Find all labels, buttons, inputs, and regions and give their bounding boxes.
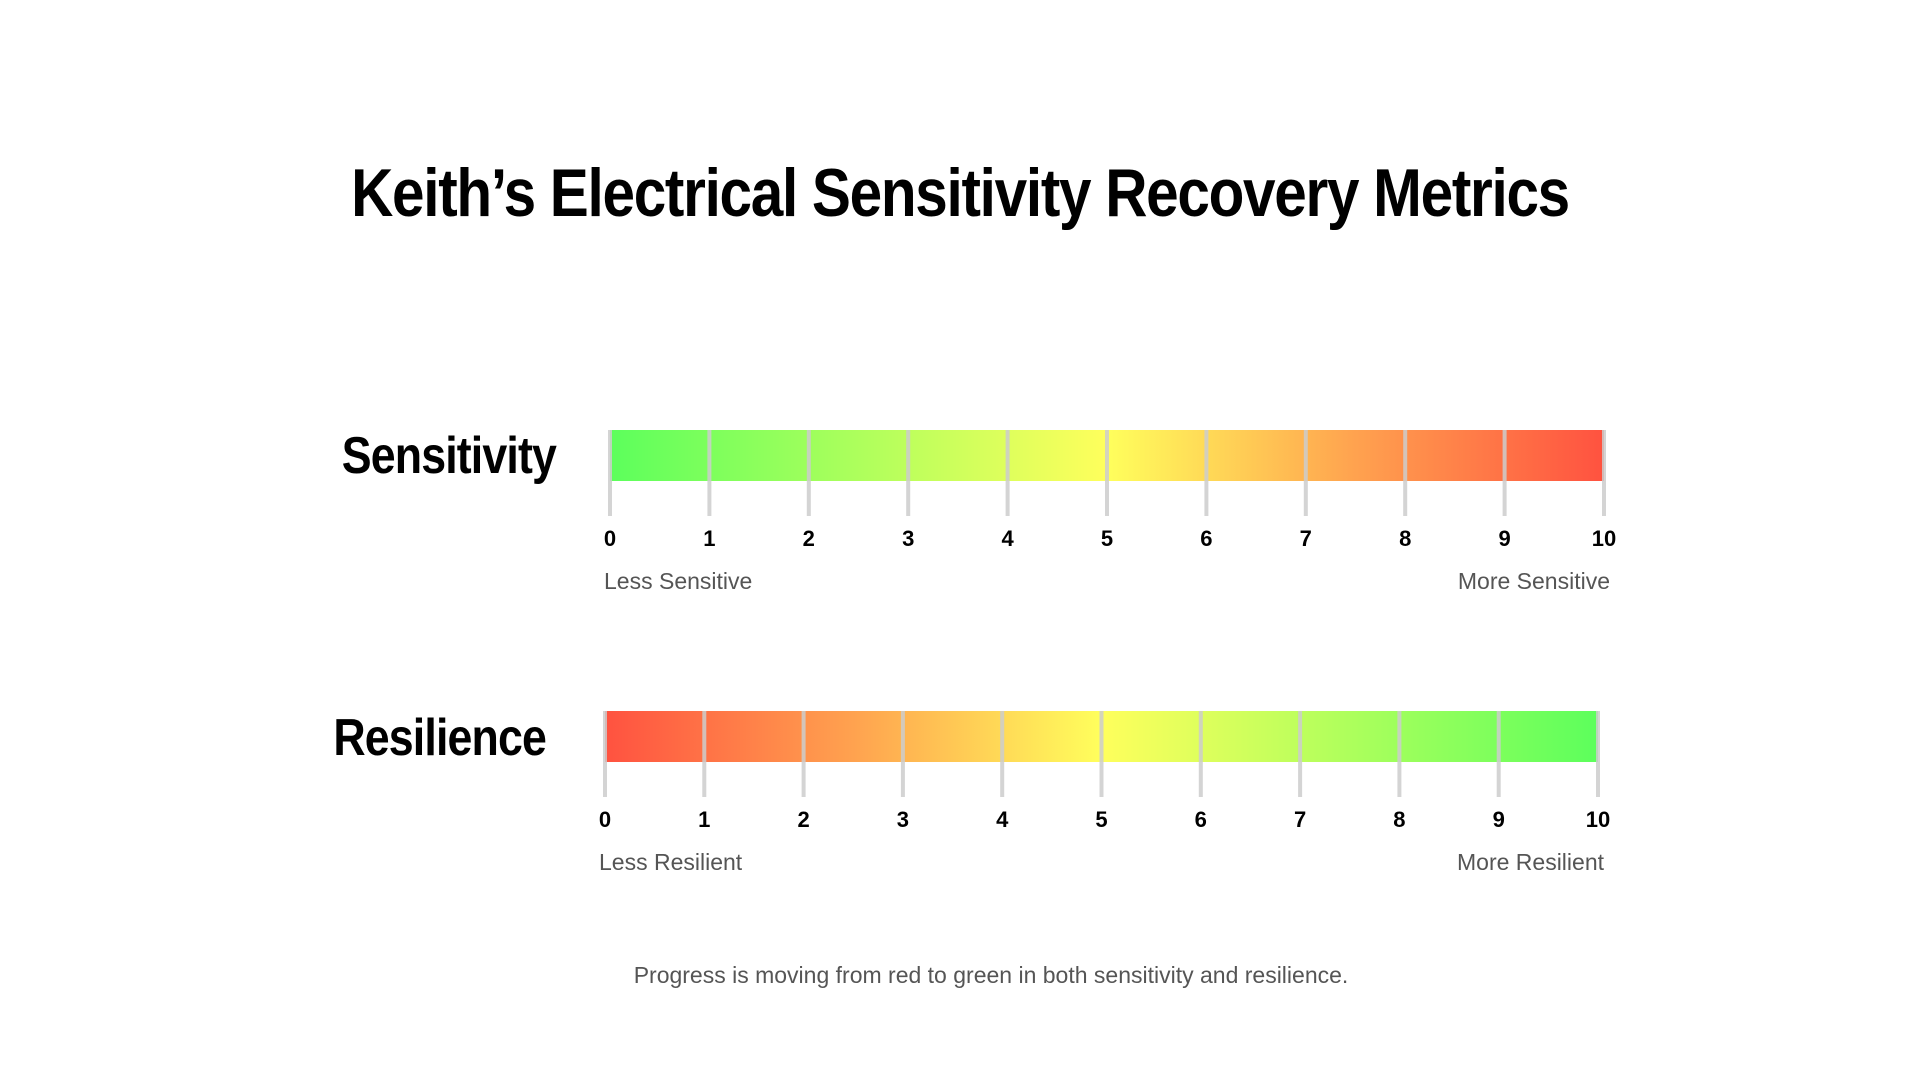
resilience-scale: 0 1 2 3 4 5 6 7 8 9 10 [599, 711, 1610, 832]
resilience-tick-label: 4 [996, 807, 1009, 832]
sensitivity-tick-label: 4 [1001, 526, 1014, 551]
resilience-tick-label: 9 [1493, 807, 1505, 832]
sensitivity-tick-label: 2 [803, 526, 815, 551]
resilience-tick-label: 0 [599, 807, 611, 832]
sensitivity-tick-label: 5 [1101, 526, 1113, 551]
resilience-tick-label: 10 [1586, 807, 1610, 832]
sensitivity-scale: 0 1 2 3 4 5 6 7 8 9 10 [604, 430, 1616, 551]
sensitivity-tick-label: 3 [902, 526, 914, 551]
page-title: Keith’s Electrical Sensitivity Recovery … [351, 155, 1570, 231]
sensitivity-low-caption: Less Sensitive [604, 568, 753, 594]
sensitivity-tick-label: 9 [1498, 526, 1510, 551]
sensitivity-high-caption: More Sensitive [1457, 568, 1610, 594]
sensitivity-tick-label: 6 [1200, 526, 1212, 551]
resilience-high-caption: More Resilient [1457, 849, 1604, 875]
sensitivity-tick-label: 1 [703, 526, 715, 551]
footer-note: Progress is moving from red to green in … [633, 962, 1349, 988]
resilience-tick-label: 6 [1195, 807, 1207, 832]
sensitivity-tick-label: 0 [604, 526, 616, 551]
resilience-tick-label: 2 [797, 807, 809, 832]
sensitivity-tick-label: 7 [1300, 526, 1312, 551]
resilience-tick-label: 7 [1294, 807, 1306, 832]
resilience-label: Resilience [333, 709, 547, 767]
resilience-tick-label: 5 [1095, 807, 1107, 832]
resilience-tick-label: 8 [1393, 807, 1405, 832]
resilience-low-caption: Less Resilient [599, 849, 743, 875]
sensitivity-tick-label: 8 [1399, 526, 1411, 551]
resilience-tick-label: 1 [698, 807, 710, 832]
sensitivity-label: Sensitivity [341, 427, 557, 485]
sensitivity-tick-label: 10 [1592, 526, 1616, 551]
resilience-tick-label: 3 [897, 807, 909, 832]
